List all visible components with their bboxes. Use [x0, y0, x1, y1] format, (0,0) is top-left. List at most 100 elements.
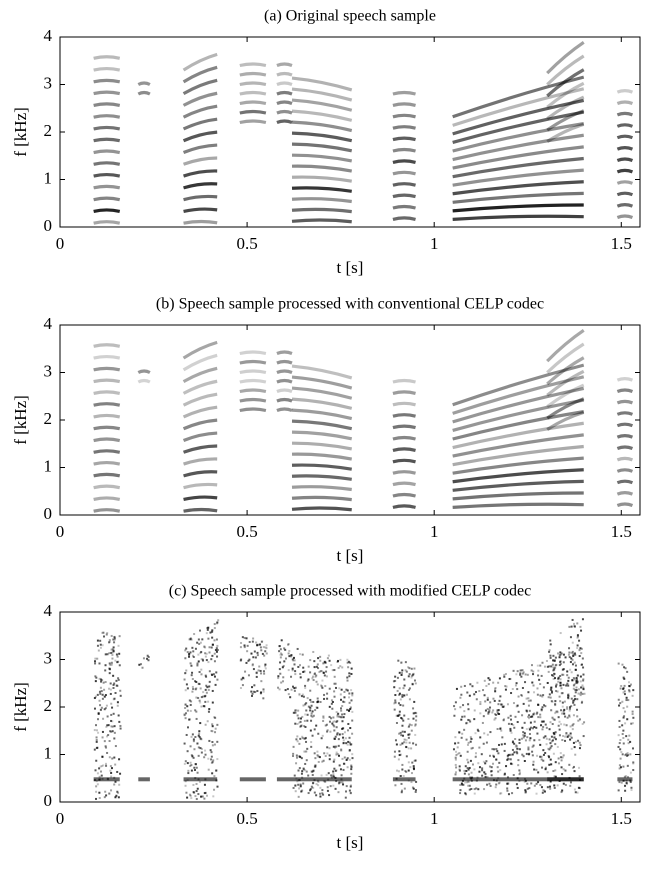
noise-dot: [294, 711, 297, 714]
noise-dot: [116, 790, 119, 793]
noise-dot: [252, 656, 255, 659]
noise-dot: [625, 699, 628, 702]
noise-dot: [413, 667, 416, 670]
noise-dot: [554, 738, 557, 741]
noise-dot: [319, 795, 322, 798]
noise-dot: [317, 667, 320, 670]
noise-dot: [348, 741, 351, 744]
noise-dot: [577, 719, 580, 722]
noise-dot: [400, 791, 403, 794]
noise-dot: [536, 664, 539, 667]
noise-dot: [538, 738, 541, 741]
noise-dot: [548, 650, 551, 653]
noise-dot: [187, 769, 190, 772]
noise-dot: [630, 683, 633, 686]
noise-dot: [336, 714, 339, 717]
harmonic-streak: [239, 109, 267, 115]
noise-dot: [311, 677, 314, 680]
noise-dot: [111, 653, 114, 656]
noise-dot: [624, 789, 627, 792]
noise-dot: [535, 768, 538, 771]
noise-dot: [620, 781, 623, 784]
harmonic-streak: [546, 54, 585, 86]
noise-dot: [400, 673, 403, 676]
noise-dot: [408, 725, 411, 728]
noise-dot: [260, 649, 263, 652]
noise-dot: [203, 797, 206, 800]
noise-dot: [332, 784, 335, 787]
noise-dot: [484, 762, 487, 765]
noise-dot: [629, 771, 632, 774]
noise-dot: [572, 622, 575, 625]
noise-dot: [294, 784, 297, 787]
x-tick-label: 0.5: [236, 522, 257, 541]
noise-dot: [511, 792, 514, 795]
noise-dot: [213, 652, 216, 655]
noise-dot: [190, 797, 193, 800]
noise-dot: [203, 792, 206, 795]
noise-dot: [116, 661, 119, 664]
noise-dot: [253, 684, 256, 687]
noise-dot: [398, 692, 401, 695]
noise-dot: [504, 688, 507, 691]
noise-dot: [467, 708, 470, 711]
noise-dot: [211, 643, 214, 646]
noise-dot: [542, 789, 545, 792]
noise-dot: [346, 658, 349, 661]
noise-dot: [524, 673, 527, 676]
noise-dot: [573, 625, 576, 628]
noise-dot: [211, 741, 214, 744]
noise-dot: [313, 672, 316, 675]
noise-dot: [98, 699, 101, 702]
noise-dot: [528, 717, 531, 720]
noise-dot: [496, 710, 499, 713]
harmonic-streak: [392, 435, 416, 441]
noise-dot: [549, 780, 552, 783]
noise-dot: [503, 705, 506, 708]
y-tick-label: 3: [44, 361, 53, 380]
noise-dot: [522, 702, 525, 705]
x-tick-label: 1.5: [611, 234, 632, 253]
noise-dot: [518, 773, 521, 776]
noise-dot: [553, 672, 556, 675]
noise-dot: [110, 725, 113, 728]
noise-dot: [552, 718, 555, 721]
formant-band: [276, 777, 292, 782]
noise-dot: [322, 793, 325, 796]
noise-dot: [568, 706, 571, 709]
noise-dot: [101, 644, 104, 647]
noise-dot: [185, 733, 188, 736]
noise-dot: [565, 684, 568, 687]
harmonic-streak: [392, 216, 416, 221]
noise-dot: [453, 714, 456, 717]
noise-dot: [215, 650, 218, 653]
harmonic-streak: [93, 196, 121, 202]
noise-dot: [511, 741, 514, 744]
noise-dot: [402, 774, 405, 777]
noise-dot: [205, 794, 208, 797]
noise-dot: [547, 747, 550, 750]
noise-dot: [243, 644, 246, 647]
noise-dot: [582, 686, 585, 689]
harmonic-streak: [291, 441, 353, 451]
noise-dot: [553, 672, 556, 675]
noise-dot: [97, 731, 100, 734]
noise-dot: [322, 662, 325, 665]
noise-dot: [95, 729, 98, 732]
noise-dot: [288, 649, 291, 652]
noise-dot: [211, 654, 214, 657]
noise-dot: [93, 729, 96, 732]
noise-dot: [504, 673, 507, 676]
noise-dot: [560, 791, 563, 794]
harmonic-streak: [546, 383, 585, 408]
noise-dot: [504, 685, 507, 688]
noise-dot: [309, 659, 312, 662]
noise-dot: [350, 672, 353, 675]
harmonic-streak: [93, 90, 121, 96]
noise-dot: [99, 686, 102, 689]
noise-dot: [340, 688, 343, 691]
noise-dot: [103, 695, 106, 698]
noise-dot: [460, 736, 463, 739]
noise-dot: [280, 639, 283, 642]
noise-dot: [538, 678, 541, 681]
